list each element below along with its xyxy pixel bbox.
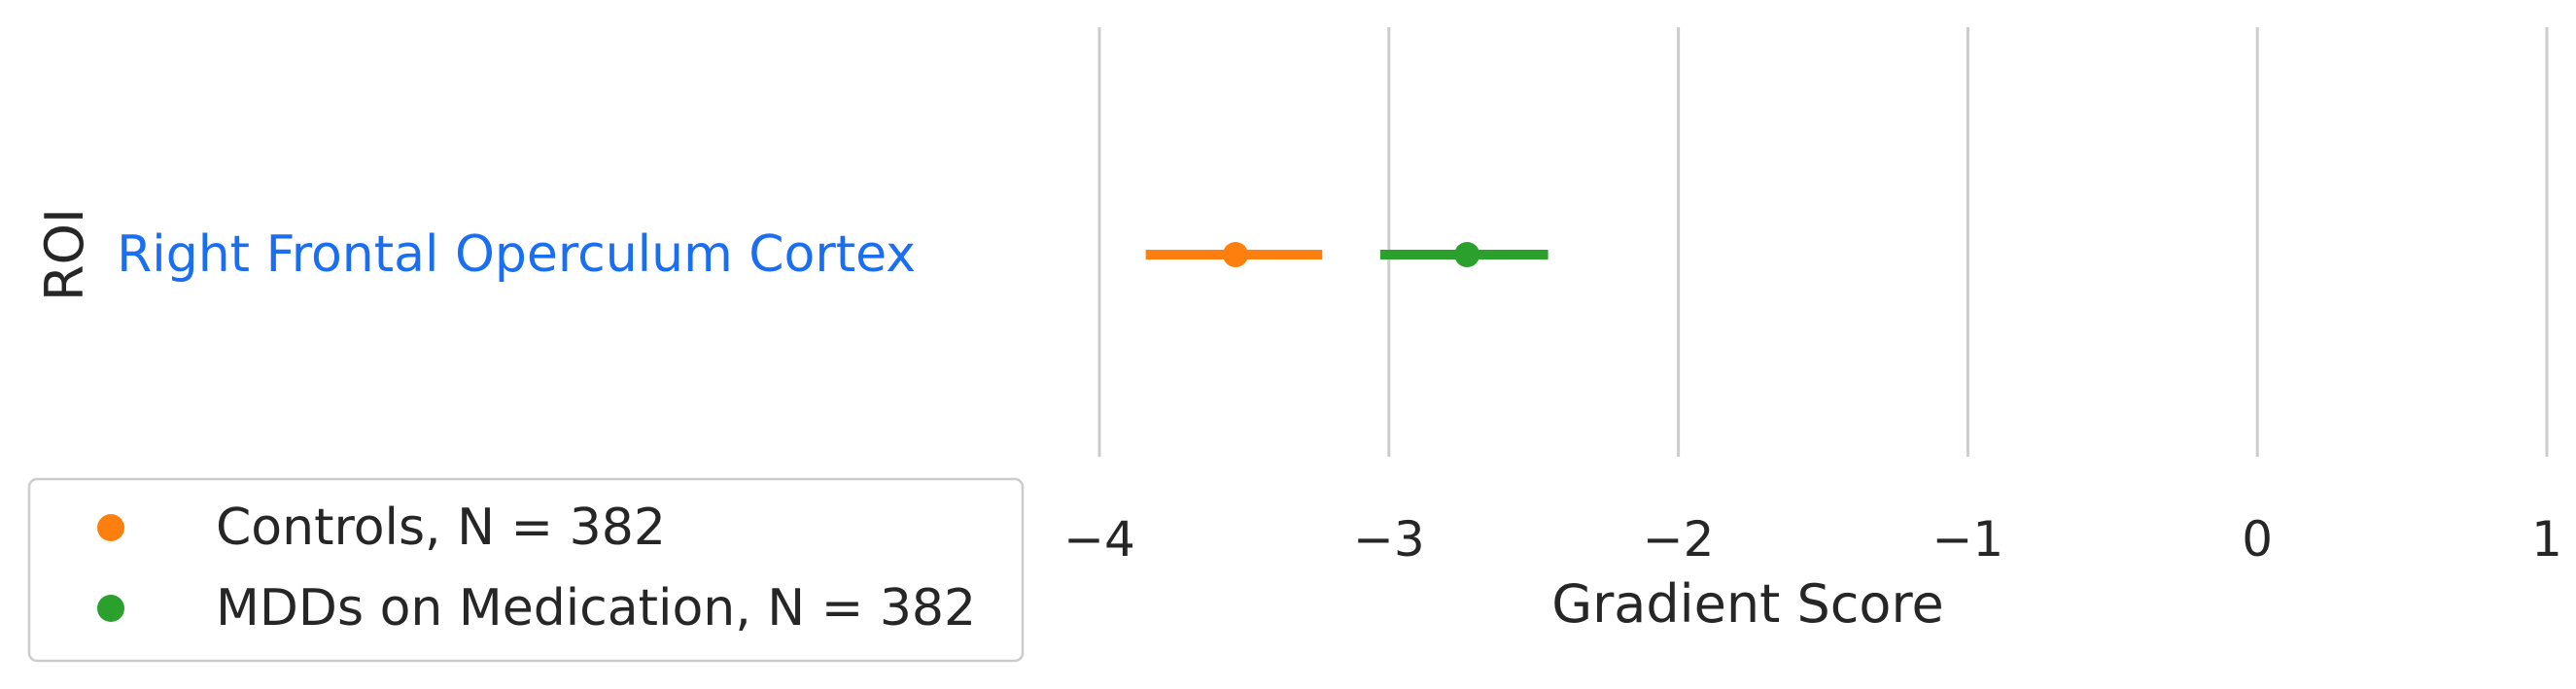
roi-label: Right Frontal Operculum Cortex (117, 225, 916, 284)
legend-marker (97, 514, 124, 541)
x-tick-labels: −4 −3 −2 −1 0 1 (1063, 511, 2562, 568)
x-tick-label: −4 (1063, 511, 1135, 568)
data-point (1222, 242, 1248, 267)
legend-label: MDDs on Medication, N = 382 (216, 579, 976, 637)
data-point (1454, 242, 1480, 267)
x-gridlines (1097, 27, 2549, 457)
x-tick-label: −3 (1353, 511, 1425, 568)
x-tick-label: 1 (2531, 511, 2562, 568)
legend-label: Controls, N = 382 (216, 499, 666, 557)
legend: Controls, N = 382 MDDs on Medication, N =… (27, 477, 1025, 663)
legend-frame (27, 477, 1025, 663)
x-tick-label: −1 (1932, 511, 2004, 568)
legend-marker (97, 595, 124, 622)
data-marks (1145, 242, 1549, 267)
x-tick-label: −2 (1643, 511, 1715, 568)
y-axis-label: ROI (34, 208, 95, 301)
x-tick-label: 0 (2242, 511, 2273, 568)
x-axis-label: Gradient Score (1551, 573, 1943, 635)
